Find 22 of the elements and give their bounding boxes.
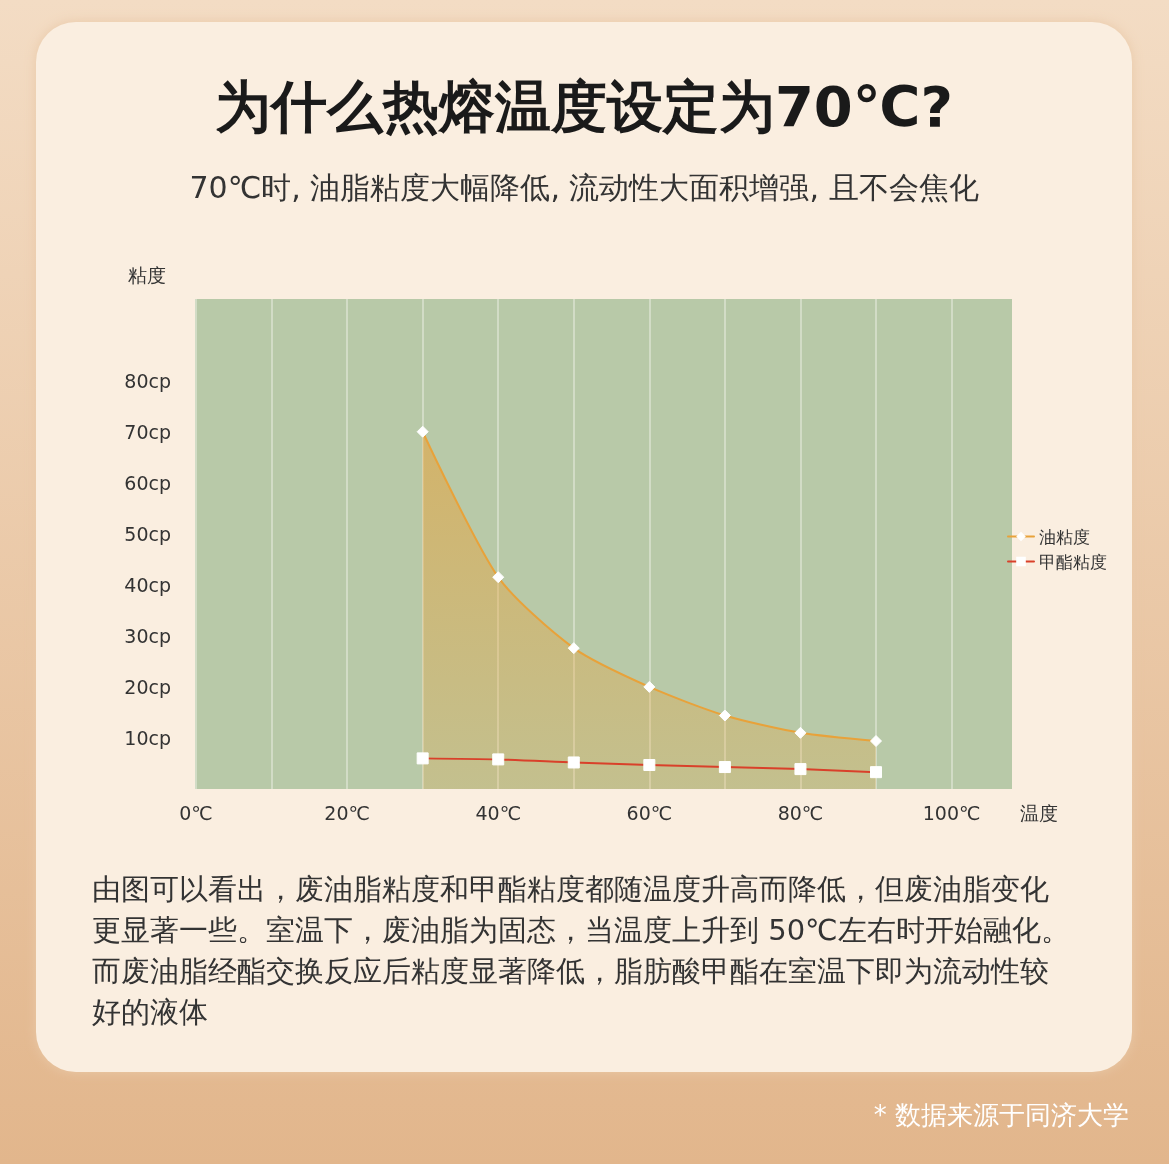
x-tick-label: 100℃ [922, 801, 981, 824]
legend-label: 甲酯粘度 [1039, 551, 1107, 572]
x-tick-label: 0℃ [179, 801, 213, 824]
y-tick-label: 20cp [124, 675, 171, 698]
y-tick-label: 30cp [124, 624, 171, 647]
y-axis-title: 粘度 [128, 263, 166, 286]
chart-title: 为什么热熔温度设定为70℃? [213, 73, 955, 141]
x-tick-label: 80℃ [777, 801, 824, 824]
y-tick-label: 70cp [124, 420, 171, 443]
y-tick-label: 80cp [124, 369, 171, 392]
y-tick-label: 60cp [124, 471, 171, 494]
y-tick-label: 40cp [124, 573, 171, 596]
legend-label: 油粘度 [1039, 526, 1090, 547]
x-tick-label: 20℃ [324, 801, 370, 824]
x-tick-label: 60℃ [626, 801, 673, 824]
chart-subtitle: 70℃时, 油脂粘度大幅降低, 流动性大面积增强, 且不会焦化 [188, 169, 980, 207]
y-tick-label: 10cp [124, 726, 171, 749]
x-axis-title: 温度 [1020, 801, 1058, 824]
x-tick-label: 40℃ [475, 801, 521, 824]
text: * 数据来源于同济大学 [873, 1099, 1129, 1132]
y-tick-label: 50cp [124, 522, 171, 545]
text: 由图可以看出，废油脂粘度和甲酯粘度都随温度升高而降低，但废油脂变化更显著一些。室温下，废油脂为固态，当温度上升到 50℃左右时开始融化。而废油脂经酯交换反应后粘度显著降低，脂肪酸甲酯在室温下即为流动性较好的液体 [92, 871, 1071, 1031]
